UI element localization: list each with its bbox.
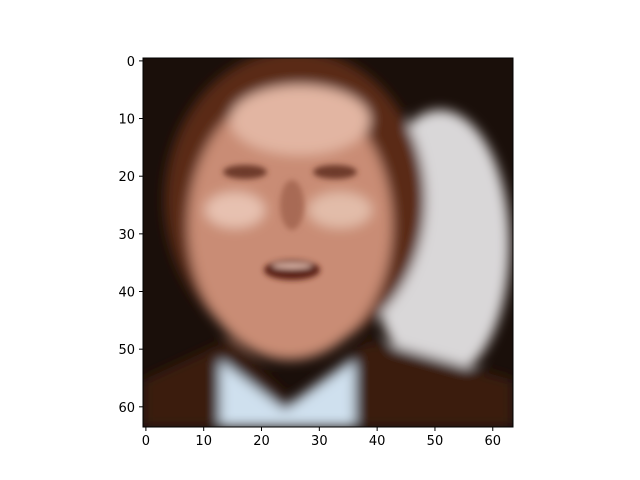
shirt-collar (220, 360, 355, 427)
left-cheek (205, 192, 265, 228)
x-tick-label: 60 (484, 434, 501, 449)
x-tick-label: 10 (195, 434, 212, 449)
face-image (143, 58, 513, 427)
y-tick-label: 30 (118, 228, 135, 243)
y-axis: 0 10 20 30 40 50 60 (118, 55, 143, 416)
forehead (230, 85, 370, 155)
y-tick-label: 50 (118, 343, 135, 358)
left-eye (223, 165, 267, 179)
y-tick-label: 20 (118, 170, 135, 185)
right-eye (313, 165, 357, 179)
y-tick-label: 0 (127, 55, 135, 70)
x-tick-label: 20 (253, 434, 270, 449)
axes-frame (142, 57, 514, 428)
y-tick-label: 10 (118, 113, 135, 128)
teeth (272, 263, 312, 269)
right-cheek (308, 192, 372, 228)
x-tick-label: 30 (311, 434, 328, 449)
x-tick-label: 40 (369, 434, 386, 449)
x-tick-label: 0 (142, 434, 150, 449)
nose (280, 180, 304, 230)
x-axis: 0 10 20 30 40 50 60 (142, 427, 501, 449)
y-tick-label: 40 (118, 286, 135, 301)
y-tick-label: 60 (118, 401, 135, 416)
x-tick-label: 50 (427, 434, 444, 449)
